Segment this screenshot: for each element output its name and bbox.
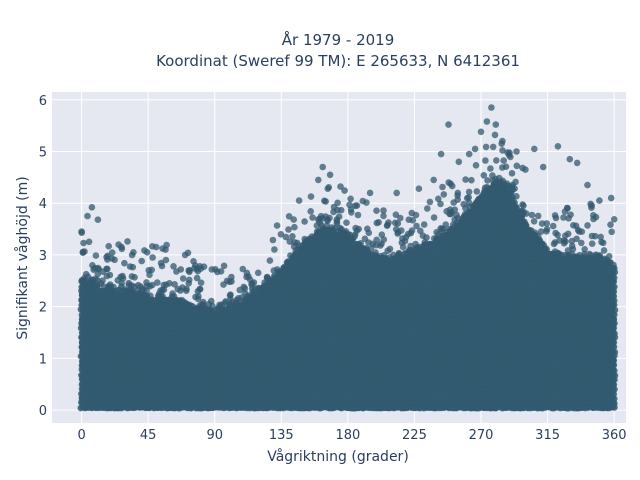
data-points: [77, 104, 619, 412]
